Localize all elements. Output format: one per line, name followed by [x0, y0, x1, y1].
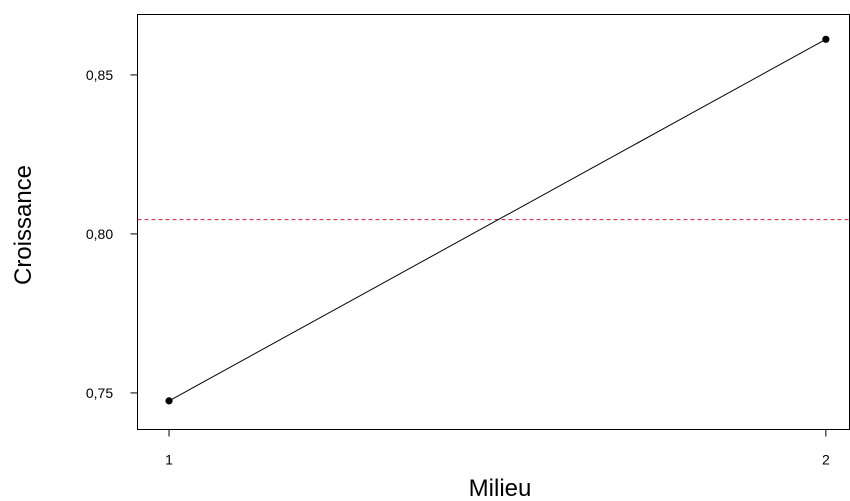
data-point [165, 397, 173, 405]
y-axis-title: Croissance [10, 165, 37, 285]
y-tick-label: 0,80 [86, 226, 113, 242]
x-axis-title: Milieu [469, 475, 532, 501]
series-line [168, 38, 827, 402]
y-axis: 0,75 0,80 0,85 [86, 67, 138, 401]
x-tick-label: 1 [165, 452, 173, 468]
series-layer [165, 35, 830, 405]
data-point [822, 35, 830, 43]
y-tick-label: 0,85 [86, 67, 113, 83]
y-tick-label: 0,75 [86, 385, 113, 401]
x-tick-label: 2 [822, 452, 830, 468]
